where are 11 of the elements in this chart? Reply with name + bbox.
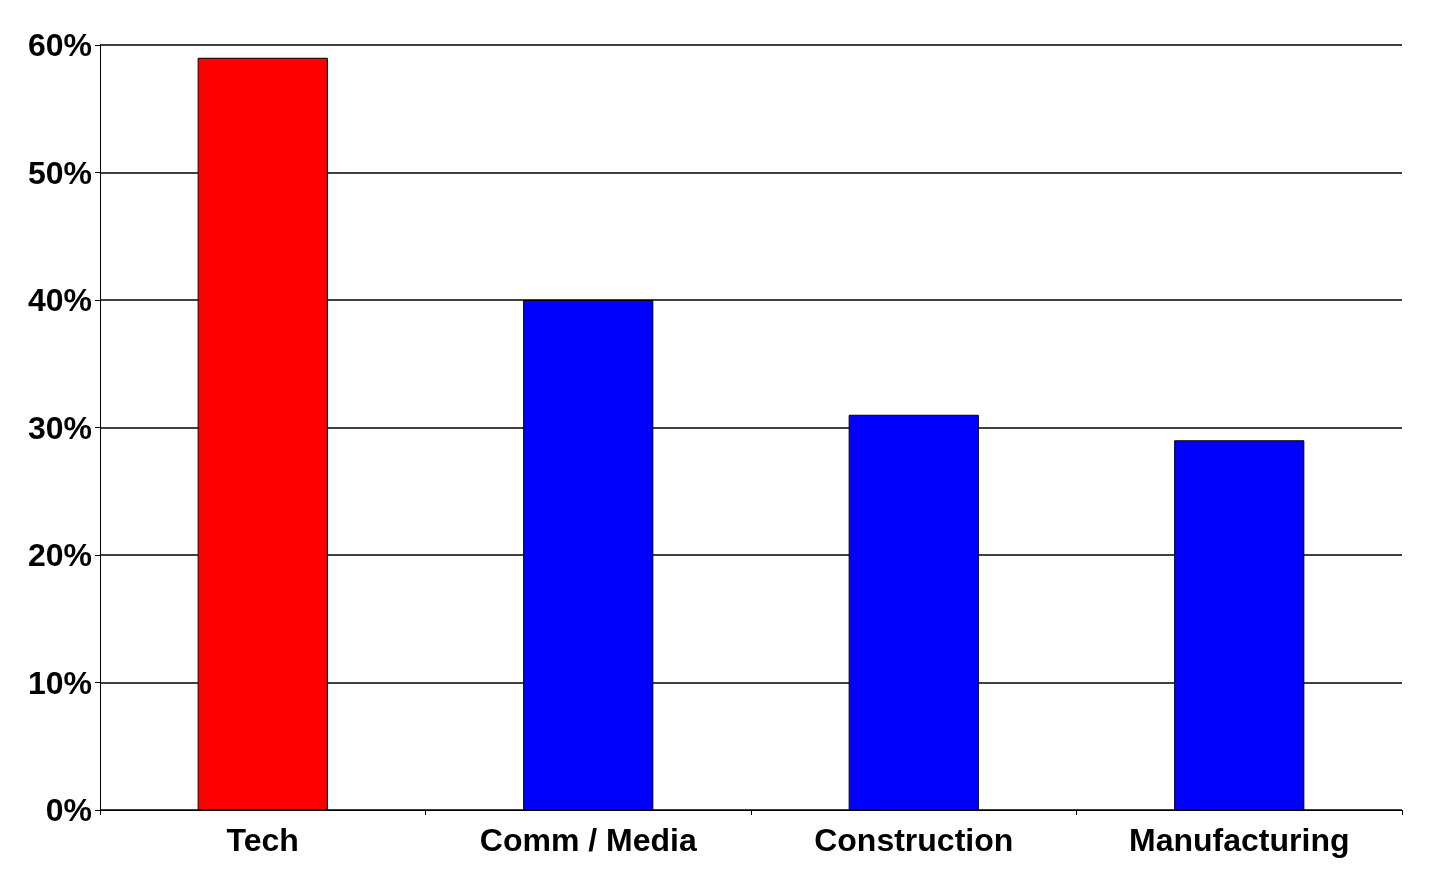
- y-tick-label: 40%: [27, 282, 92, 318]
- y-tick-label: 30%: [27, 409, 92, 446]
- x-tick-label: Tech: [226, 822, 299, 858]
- y-tick-label: 10%: [27, 664, 92, 701]
- y-tick-label: 60%: [27, 27, 92, 63]
- y-tick-label: 20%: [27, 537, 92, 573]
- x-tick-label: Manufacturing: [1129, 822, 1350, 858]
- x-tick-label: Construction: [814, 822, 1014, 858]
- x-tick-label: Comm / Media: [479, 822, 697, 858]
- y-tick-label: 50%: [27, 154, 92, 191]
- y-tick-label: 0%: [45, 792, 92, 828]
